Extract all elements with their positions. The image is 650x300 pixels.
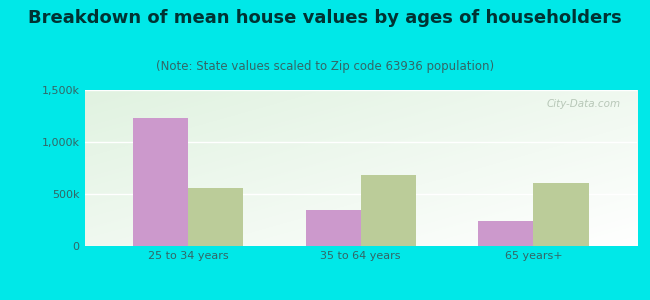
Bar	[133, 118, 188, 246]
Legend: Zip code 63936, Missouri: Zip code 63936, Missouri	[248, 296, 473, 300]
Bar	[306, 210, 361, 246]
Text: Breakdown of mean house values by ages of householders: Breakdown of mean house values by ages o…	[28, 9, 622, 27]
Text: (Note: State values scaled to Zip code 63936 population): (Note: State values scaled to Zip code 6…	[156, 60, 494, 73]
Bar	[361, 175, 416, 246]
Bar	[534, 183, 589, 246]
Text: City-Data.com: City-Data.com	[546, 99, 620, 110]
Bar	[478, 221, 534, 246]
Bar	[188, 188, 243, 246]
